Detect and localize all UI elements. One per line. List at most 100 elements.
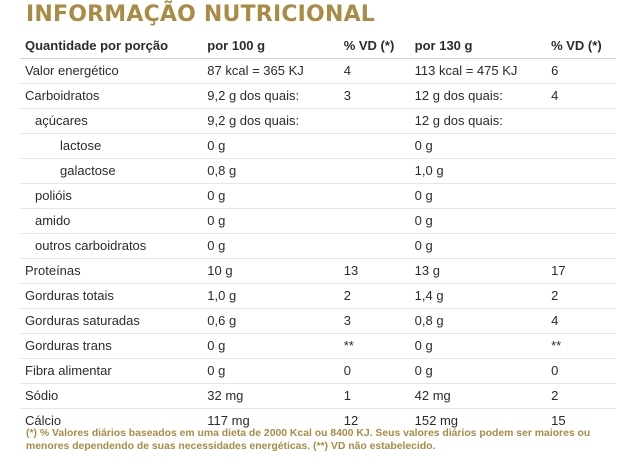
header-vd-130g: % VD (*) [551, 38, 602, 53]
table-row: Gorduras totais 1,0 g 2 1,4 g 2 [20, 283, 616, 309]
vd-per-130g: 0 [551, 363, 559, 378]
value-per-100g: 0 g [207, 188, 226, 203]
value-per-130g: 0 g [414, 213, 433, 228]
value-per-130g: 0,8 g [414, 313, 444, 328]
value-per-100g: 0 g [207, 363, 226, 378]
vd-per-100g: 3 [343, 313, 351, 328]
table-row: Cálcio 117 mg 12 152 mg 15 [20, 408, 616, 434]
nutrient-name: Valor energético [25, 63, 119, 78]
vd-per-100g: 12 [343, 413, 359, 428]
vd-per-130g [546, 234, 616, 259]
header-vd-100g: % VD (*) [343, 38, 395, 53]
value-per-130g: 0 g [414, 138, 433, 153]
vd-per-100g: 2 [343, 288, 351, 303]
nutrient-name: Gorduras totais [25, 288, 114, 303]
vd-per-100g: 0 [343, 363, 351, 378]
nutrient-name: Gorduras saturadas [25, 313, 140, 328]
table-row: lactose 0 g 0 g [20, 133, 616, 159]
nutrient-name: Proteínas [25, 263, 81, 278]
value-per-100g: 9,2 g dos quais: [207, 113, 300, 128]
value-per-130g: 13 g [414, 263, 440, 278]
vd-per-100g [339, 209, 410, 234]
nutrient-name: açúcares [35, 113, 88, 128]
vd-per-100g [339, 234, 410, 259]
table-row: galactose 0,8 g 1,0 g [20, 158, 616, 184]
table-row: Fibra alimentar 0 g 0 0 g 0 [20, 358, 616, 384]
value-per-100g: 117 mg [207, 413, 250, 428]
value-per-130g: 12 g dos quais: [414, 88, 503, 103]
nutrient-name: galactose [60, 163, 116, 178]
vd-per-100g: 4 [343, 63, 351, 78]
value-per-100g: 0,8 g [207, 163, 237, 178]
value-per-130g: 152 mg [414, 413, 459, 428]
vd-per-100g [339, 184, 410, 209]
vd-per-100g: ** [343, 338, 354, 353]
table-header-row: Quantidade por porção por 100 g % VD (*)… [20, 34, 616, 59]
value-per-130g: 0 g [414, 338, 433, 353]
nutrient-name: Sódio [25, 388, 59, 403]
value-per-130g: 0 g [414, 238, 433, 253]
vd-per-130g: 17 [551, 263, 566, 278]
value-per-100g: 0 g [207, 138, 226, 153]
nutrient-name: Cálcio [25, 413, 62, 428]
nutrient-name: Gorduras trans [25, 338, 112, 353]
table-row: Valor energético 87 kcal = 365 KJ 4 113 kca… [20, 58, 616, 84]
vd-per-130g [546, 184, 616, 209]
header-quantity: Quantidade por porção [25, 38, 169, 53]
value-per-100g: 0 g [207, 238, 226, 253]
nutrient-name: polióis [35, 188, 72, 203]
header-per-130g: por 130 g [414, 38, 473, 53]
nutrient-name: amido [35, 213, 71, 228]
value-per-100g: 0,6 g [207, 313, 237, 328]
nutrient-name: Carboidratos [25, 88, 100, 103]
table-row: outros carboidratos 0 g 0 g [20, 233, 616, 259]
page-title: INFORMAÇÃO NUTRICIONAL [26, 2, 376, 27]
vd-per-130g [546, 134, 616, 159]
nutrient-name: outros carboidratos [35, 238, 147, 253]
table-row: amido 0 g 0 g [20, 208, 616, 234]
vd-per-130g: 2 [551, 288, 559, 303]
table-row: açúcares 9,2 g dos quais: 12 g dos quais: [20, 108, 616, 134]
vd-per-130g: ** [551, 338, 562, 353]
value-per-130g: 113 kcal = 475 KJ [414, 63, 518, 78]
table-row: Sódio 32 mg 1 42 mg 2 [20, 383, 616, 409]
vd-per-130g: 4 [551, 313, 559, 328]
vd-per-100g: 13 [343, 263, 359, 278]
value-per-130g: 12 g dos quais: [414, 113, 503, 128]
value-per-100g: 32 mg [207, 388, 244, 403]
vd-per-130g: 15 [551, 413, 566, 428]
vd-per-130g [546, 209, 616, 234]
value-per-130g: 1,0 g [414, 163, 444, 178]
vd-per-130g: 4 [551, 88, 559, 103]
value-per-100g: 87 kcal = 365 KJ [207, 63, 304, 78]
table-row: Gorduras saturadas 0,6 g 3 0,8 g 4 [20, 308, 616, 334]
vd-per-130g: 2 [551, 388, 559, 403]
value-per-130g: 0 g [414, 363, 433, 378]
value-per-100g: 10 g [207, 263, 233, 278]
header-per-100g: por 100 g [207, 38, 266, 53]
value-per-100g: 1,0 g [207, 288, 237, 303]
vd-per-100g: 3 [343, 88, 351, 103]
value-per-100g: 0 g [207, 213, 226, 228]
table-row: Gorduras trans 0 g ** 0 g ** [20, 333, 616, 359]
nutrition-rows: Valor energético 87 kcal = 365 KJ 4 113 kca… [20, 58, 616, 434]
vd-per-130g [546, 109, 616, 134]
value-per-100g: 9,2 g dos quais: [207, 88, 300, 103]
value-per-130g: 1,4 g [414, 288, 444, 303]
vd-per-100g: 1 [343, 388, 351, 403]
vd-per-130g [546, 159, 616, 184]
value-per-100g: 0 g [207, 338, 226, 353]
value-per-130g: 0 g [414, 188, 433, 203]
vd-per-100g [339, 159, 410, 184]
table-row: Proteínas 10 g 13 13 g 17 [20, 258, 616, 284]
footnote: (*) % Valores diários baseados em uma di… [26, 428, 591, 452]
nutrient-name: lactose [60, 138, 102, 153]
vd-per-130g: 6 [551, 63, 559, 78]
nutrition-table: Quantidade por porção por 100 g % VD (*)… [20, 34, 616, 433]
nutrient-name: Fibra alimentar [25, 363, 112, 378]
vd-per-100g [339, 134, 410, 159]
table-row: Carboidratos 9,2 g dos quais: 3 12 g dos qu… [20, 83, 616, 109]
table-row: polióis 0 g 0 g [20, 183, 616, 209]
value-per-130g: 42 mg [414, 388, 451, 403]
vd-per-100g [339, 109, 410, 134]
